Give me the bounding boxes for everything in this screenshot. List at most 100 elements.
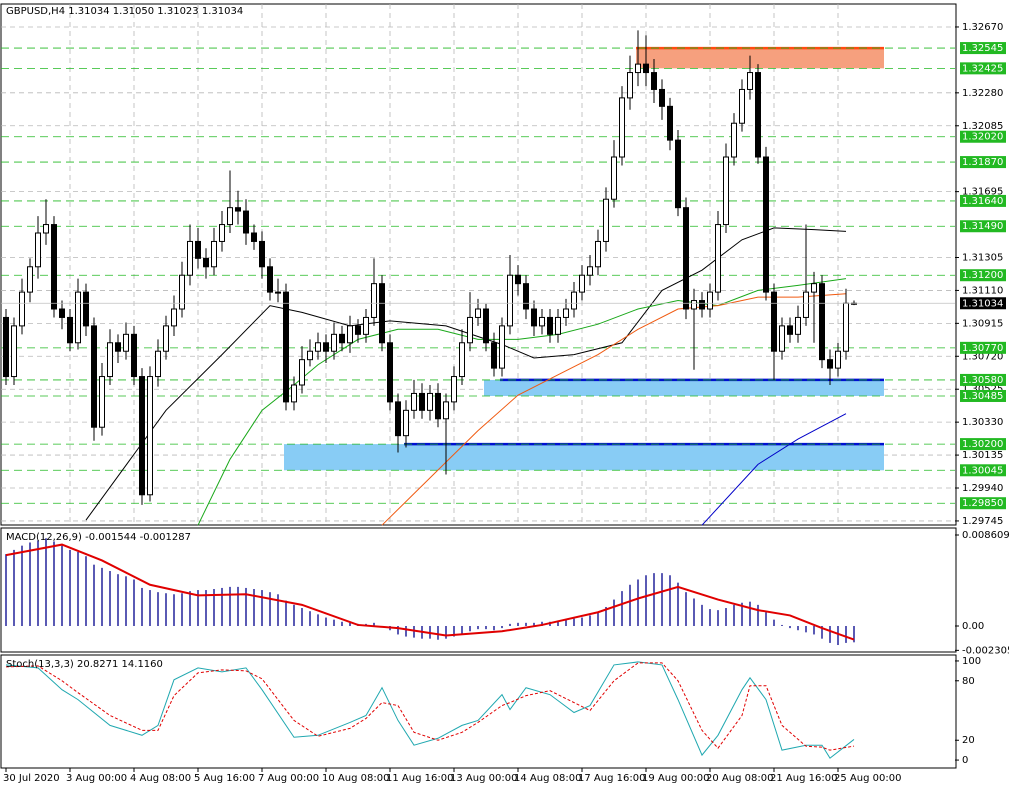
chart-title: GBPUSD,H4 1.31034 1.31050 1.31023 1.3103… bbox=[6, 6, 243, 17]
candle-body bbox=[379, 283, 385, 344]
level-label: 1.32020 bbox=[962, 132, 1003, 143]
candle-body bbox=[331, 333, 337, 352]
y-tick-label: 80 bbox=[962, 676, 975, 687]
level-label: 1.31870 bbox=[962, 157, 1003, 168]
candle-body bbox=[11, 325, 17, 378]
candle-body bbox=[435, 392, 441, 420]
candle-body bbox=[523, 283, 529, 310]
candle-body bbox=[571, 291, 577, 310]
candle-body bbox=[739, 88, 745, 124]
candle-body bbox=[667, 105, 673, 141]
candle-body bbox=[723, 156, 729, 226]
y-tick-label: -0.002305 bbox=[962, 645, 1009, 656]
x-tick-label: 30 Jul 2020 bbox=[3, 773, 60, 784]
candle-body bbox=[259, 240, 265, 268]
candle-body bbox=[443, 401, 449, 420]
level-label: 1.32425 bbox=[962, 63, 1003, 74]
candle-body bbox=[19, 291, 25, 327]
candle-body bbox=[403, 409, 409, 437]
candle-body bbox=[451, 376, 457, 403]
candle-body bbox=[475, 308, 481, 318]
candle-body bbox=[83, 291, 89, 327]
candle-body bbox=[307, 350, 313, 361]
level-label-box bbox=[960, 130, 1006, 143]
candle-body bbox=[203, 257, 209, 268]
level-label-box bbox=[960, 269, 1006, 282]
candle-body bbox=[339, 333, 345, 344]
x-tick-label: 11 Aug 16:00 bbox=[386, 773, 453, 784]
candle-body bbox=[291, 384, 297, 403]
level-label: 1.32545 bbox=[962, 43, 1003, 54]
candle-body bbox=[251, 232, 257, 242]
candle-body bbox=[691, 300, 697, 310]
candle-body bbox=[411, 392, 417, 411]
candle-body bbox=[275, 291, 281, 294]
candle-body bbox=[283, 291, 289, 403]
candle-body bbox=[43, 224, 49, 234]
x-tick-label: 5 Aug 16:00 bbox=[194, 773, 255, 784]
y-tick-label: 0.00 bbox=[962, 621, 984, 632]
main-panel bbox=[0, 3, 957, 526]
candle-body bbox=[555, 316, 561, 335]
y-tick-label: 100 bbox=[962, 656, 981, 667]
candle-body bbox=[483, 308, 489, 344]
candle-body bbox=[763, 156, 769, 293]
price-label: 1.31034 bbox=[962, 298, 1003, 309]
panel-title: MACD(12,26,9) -0.001544 -0.001287 bbox=[6, 532, 191, 543]
candle-body bbox=[171, 308, 177, 327]
candle-body bbox=[91, 325, 97, 428]
x-tick-label: 21 Aug 16:00 bbox=[770, 773, 837, 784]
candle-body bbox=[395, 401, 401, 437]
level-label-box bbox=[960, 464, 1006, 477]
y-tick-label: 1.30915 bbox=[962, 318, 1003, 329]
candle-body bbox=[195, 240, 201, 259]
y-tick-label: 1.31695 bbox=[962, 187, 1003, 198]
x-tick-label: 14 Aug 08:00 bbox=[514, 773, 581, 784]
x-tick-label: 7 Aug 00:00 bbox=[258, 773, 319, 784]
candle-body bbox=[51, 224, 57, 310]
x-tick-label: 19 Aug 00:00 bbox=[642, 773, 709, 784]
stoch-line bbox=[5, 661, 855, 759]
candle-body bbox=[27, 266, 33, 293]
candle-body bbox=[547, 316, 553, 335]
level-label-box bbox=[960, 42, 1006, 55]
candle-body bbox=[507, 274, 513, 327]
candle-body bbox=[387, 342, 393, 403]
zone bbox=[484, 379, 884, 396]
level-label: 1.31640 bbox=[962, 196, 1003, 207]
price-label-box bbox=[960, 297, 1006, 310]
stoch-line bbox=[5, 662, 855, 751]
candle-body bbox=[731, 122, 737, 158]
candle-body bbox=[115, 342, 121, 352]
y-tick-label: 1.30720 bbox=[962, 351, 1003, 362]
candle-body bbox=[419, 392, 425, 411]
candle-body bbox=[515, 274, 521, 285]
candle-body bbox=[699, 300, 705, 310]
x-tick-label: 17 Aug 16:00 bbox=[578, 773, 645, 784]
candle-body bbox=[747, 72, 753, 90]
y-tick-label: 1.32670 bbox=[962, 22, 1003, 33]
y-tick-label: 1.31305 bbox=[962, 252, 1003, 263]
candle-body bbox=[315, 342, 321, 352]
level-label: 1.30485 bbox=[962, 391, 1003, 402]
candle-body bbox=[131, 333, 137, 378]
candle-body bbox=[139, 376, 145, 496]
level-label-box bbox=[960, 194, 1006, 207]
candle-body bbox=[835, 350, 841, 369]
candle-body bbox=[299, 359, 305, 386]
x-tick-label: 25 Aug 00:00 bbox=[834, 773, 901, 784]
candle-body bbox=[67, 316, 73, 344]
y-tick-label: 1.31110 bbox=[962, 285, 1003, 296]
moving-average bbox=[381, 293, 847, 526]
y-tick-label: 20 bbox=[962, 735, 975, 746]
y-tick-label: 0 bbox=[962, 755, 968, 766]
candle-body bbox=[643, 63, 649, 74]
signal-line bbox=[5, 543, 855, 641]
candle-body bbox=[803, 291, 809, 318]
y-tick-label: 1.30525 bbox=[962, 384, 1003, 395]
y-tick-label: 1.32280 bbox=[962, 88, 1003, 99]
candle-body bbox=[227, 207, 233, 226]
candle-body bbox=[715, 224, 721, 293]
level-label-box bbox=[960, 220, 1006, 233]
